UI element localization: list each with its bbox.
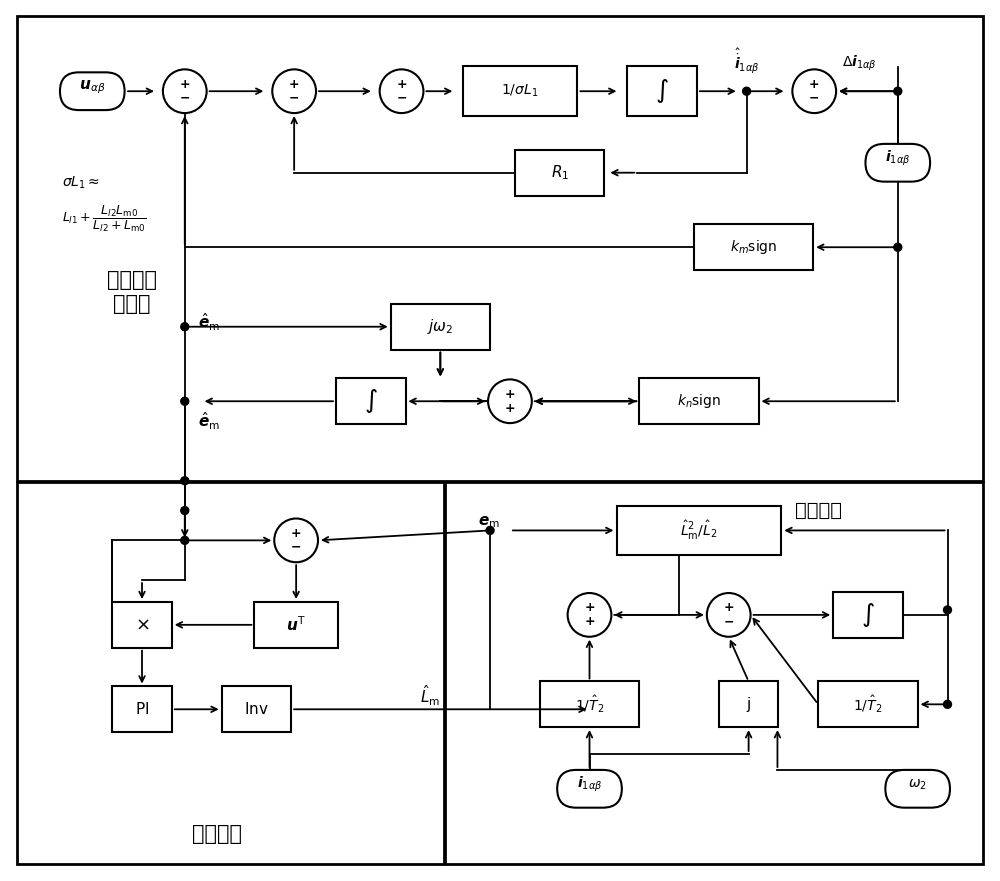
FancyBboxPatch shape — [60, 72, 125, 110]
Text: −: − — [396, 92, 407, 105]
Text: $\hat{\boldsymbol{e}}_\mathrm{m}$: $\hat{\boldsymbol{e}}_\mathrm{m}$ — [198, 311, 220, 332]
Bar — [222, 686, 291, 732]
Text: $\times$: $\times$ — [135, 616, 149, 633]
Bar — [463, 66, 577, 116]
Text: $\int$: $\int$ — [655, 78, 669, 105]
Bar — [617, 506, 781, 555]
Text: $\omega_2$: $\omega_2$ — [908, 778, 927, 792]
Text: $\mathrm{j}$: $\mathrm{j}$ — [746, 695, 751, 714]
Bar — [17, 16, 983, 481]
Circle shape — [568, 593, 611, 637]
Text: $L_{l1}+\dfrac{L_{l2}L_{\mathrm{m0}}}{L_{l2}+L_{\mathrm{m0}}}$: $L_{l1}+\dfrac{L_{l2}L_{\mathrm{m0}}}{L_… — [62, 204, 147, 234]
Text: $R_1$: $R_1$ — [551, 163, 569, 182]
Circle shape — [163, 70, 207, 113]
FancyBboxPatch shape — [885, 770, 950, 808]
Bar — [694, 225, 813, 270]
Circle shape — [894, 87, 902, 95]
Circle shape — [707, 593, 751, 637]
Circle shape — [944, 700, 951, 708]
Text: −: − — [291, 541, 301, 554]
Bar — [515, 150, 604, 196]
Text: $\boldsymbol{e}_\mathrm{m}$: $\boldsymbol{e}_\mathrm{m}$ — [478, 515, 500, 530]
Text: 可调模型: 可调模型 — [795, 501, 842, 520]
FancyBboxPatch shape — [557, 770, 622, 808]
Text: $\hat{\dot{\boldsymbol{i}}}_{1\alpha\beta}$: $\hat{\dot{\boldsymbol{i}}}_{1\alpha\bet… — [734, 47, 759, 76]
Circle shape — [944, 606, 951, 614]
Circle shape — [792, 70, 836, 113]
Text: +: + — [505, 402, 515, 415]
Text: +: + — [584, 615, 595, 628]
Bar — [445, 482, 983, 864]
Text: $\sigma L_1 \approx$: $\sigma L_1 \approx$ — [62, 174, 100, 191]
Bar — [17, 482, 444, 864]
Circle shape — [181, 537, 189, 544]
Text: −: − — [289, 92, 299, 105]
Text: $\mathrm{Inv}$: $\mathrm{Inv}$ — [244, 701, 269, 717]
Text: $\boldsymbol{i}_{1\alpha\beta}$: $\boldsymbol{i}_{1\alpha\beta}$ — [885, 149, 910, 168]
Circle shape — [181, 397, 189, 405]
Bar — [112, 602, 172, 648]
Text: $1/\hat{T}_2$: $1/\hat{T}_2$ — [853, 693, 883, 715]
Text: 自适应率: 自适应率 — [192, 824, 242, 843]
Circle shape — [894, 243, 902, 251]
Text: $\hat{L}^2_\mathrm{m}/\hat{L}_2$: $\hat{L}^2_\mathrm{m}/\hat{L}_2$ — [680, 519, 718, 542]
Circle shape — [272, 70, 316, 113]
Text: −: − — [723, 615, 734, 628]
Text: +: + — [291, 527, 301, 540]
Bar — [17, 482, 444, 864]
Circle shape — [486, 527, 494, 535]
Text: $\hat{\boldsymbol{e}}_\mathrm{m}$: $\hat{\boldsymbol{e}}_\mathrm{m}$ — [198, 411, 220, 432]
Bar — [112, 686, 172, 732]
Text: +: + — [505, 388, 515, 401]
Bar — [336, 379, 406, 424]
Text: $k_m\mathrm{sign}$: $k_m\mathrm{sign}$ — [730, 238, 777, 256]
Circle shape — [380, 70, 423, 113]
Bar — [719, 682, 778, 727]
Text: $\boldsymbol{i}_{1\alpha\beta}$: $\boldsymbol{i}_{1\alpha\beta}$ — [577, 775, 602, 795]
Circle shape — [181, 477, 189, 485]
Text: +: + — [723, 602, 734, 614]
Text: +: + — [289, 78, 299, 91]
Bar — [254, 602, 338, 648]
Text: $\boldsymbol{u}^\mathrm{T}$: $\boldsymbol{u}^\mathrm{T}$ — [286, 616, 306, 634]
Text: $\hat{L}_\mathrm{m}$: $\hat{L}_\mathrm{m}$ — [420, 683, 440, 707]
Text: $\mathrm{PI}$: $\mathrm{PI}$ — [135, 701, 149, 717]
Text: −: − — [180, 92, 190, 105]
Bar — [833, 592, 903, 638]
Circle shape — [743, 87, 751, 95]
Text: +: + — [809, 78, 820, 91]
Text: $k_n\mathrm{sign}$: $k_n\mathrm{sign}$ — [677, 392, 721, 411]
Circle shape — [181, 322, 189, 330]
Text: $\int$: $\int$ — [861, 601, 875, 629]
Text: $\Delta\boldsymbol{i}_{1\alpha\beta}$: $\Delta\boldsymbol{i}_{1\alpha\beta}$ — [842, 54, 877, 73]
Text: $\boldsymbol{u}_{\alpha\beta}$: $\boldsymbol{u}_{\alpha\beta}$ — [79, 78, 106, 96]
Circle shape — [181, 507, 189, 515]
Circle shape — [488, 380, 532, 423]
Bar — [391, 304, 490, 350]
Text: $1/\sigma L_1$: $1/\sigma L_1$ — [501, 83, 539, 100]
Text: +: + — [179, 78, 190, 91]
Bar — [639, 379, 759, 424]
Text: +: + — [584, 602, 595, 614]
Text: $j\omega_2$: $j\omega_2$ — [427, 317, 454, 337]
Bar — [540, 682, 639, 727]
Text: +: + — [396, 78, 407, 91]
Bar — [627, 66, 697, 116]
Text: −: − — [809, 92, 819, 105]
Text: 反电动势
观测器: 反电动势 观测器 — [107, 270, 157, 314]
FancyBboxPatch shape — [865, 144, 930, 181]
Bar — [818, 682, 918, 727]
Text: $1/\hat{T}_2$: $1/\hat{T}_2$ — [575, 693, 604, 715]
Circle shape — [274, 519, 318, 562]
Text: $\int$: $\int$ — [364, 388, 378, 415]
